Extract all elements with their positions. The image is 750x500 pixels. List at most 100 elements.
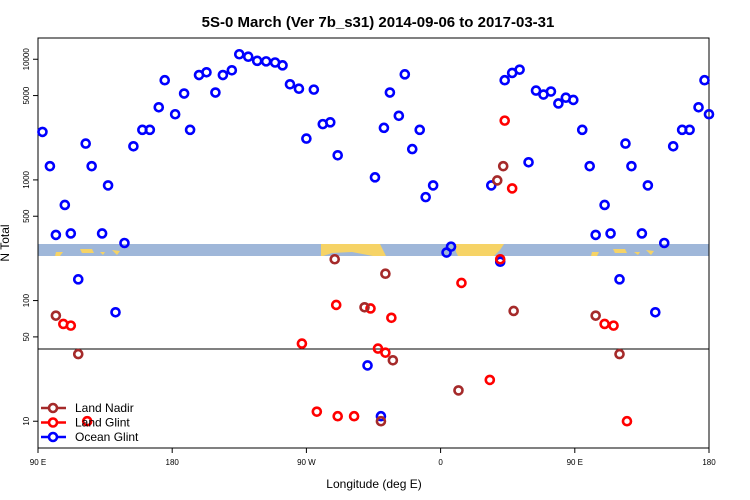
data-point [293, 83, 305, 95]
data-point [226, 64, 238, 76]
data-point [80, 138, 92, 149]
data-point [599, 199, 610, 211]
x-tick-label: 180 [702, 458, 716, 467]
data-point [599, 318, 610, 330]
data-point [453, 385, 464, 396]
data-point [568, 94, 579, 106]
series-ocean-glint [37, 48, 715, 422]
data-point [348, 410, 360, 422]
data-point [284, 78, 296, 90]
data-point [380, 268, 391, 279]
data-point [456, 277, 467, 289]
data-point [234, 48, 245, 60]
data-point [277, 60, 288, 71]
data-point [217, 69, 229, 81]
data-point [296, 338, 308, 349]
data-point [380, 347, 391, 358]
data-point [590, 229, 601, 241]
data-point [386, 312, 397, 324]
data-point [242, 51, 254, 62]
y-tick-label: 10000 [22, 48, 31, 71]
legend-label: Ocean Glint [75, 430, 139, 444]
data-point [499, 115, 511, 126]
axes: 90 E 180 90 W 0 90 E 180 10 50 100 500 1000 5000 100… [22, 48, 716, 467]
plot-frame [37, 37, 710, 449]
data-point [508, 305, 519, 317]
y-axis-label: N Total [0, 224, 12, 261]
data-point [667, 140, 679, 152]
data-point [514, 64, 525, 75]
legend-marker [47, 402, 59, 414]
data-point [184, 124, 196, 136]
y-tick-label: 50 [22, 332, 31, 341]
y-tick-label: 5000 [22, 86, 31, 104]
data-point [506, 183, 518, 194]
data-point [614, 274, 625, 285]
data-point [324, 117, 336, 128]
x-tick-label: 0 [438, 458, 443, 467]
data-point [497, 160, 509, 172]
legend-marker [47, 431, 59, 443]
data-point [420, 191, 431, 203]
data-point [699, 74, 710, 86]
legend-label: Land Nadir [75, 401, 134, 415]
data-point [251, 55, 263, 67]
data-point [330, 299, 342, 311]
data-points [37, 48, 715, 427]
data-point [369, 172, 381, 183]
legend-label: Land Glint [75, 416, 130, 430]
data-point [178, 88, 190, 99]
data-point [621, 415, 633, 427]
data-point [153, 101, 165, 113]
y-tick-label: 10 [22, 416, 31, 425]
data-point [81, 415, 93, 427]
x-tick-label: 90 E [30, 458, 46, 467]
data-point [636, 228, 648, 239]
data-point [650, 306, 661, 318]
data-point [329, 253, 341, 265]
data-point [308, 84, 320, 95]
data-point [406, 143, 418, 155]
data-point [614, 348, 625, 360]
data-point [642, 180, 654, 191]
series-land-glint [58, 115, 633, 427]
data-point [65, 320, 77, 331]
data-point [110, 306, 121, 318]
data-point [387, 354, 399, 366]
data-point [59, 199, 71, 211]
data-point [684, 124, 695, 136]
data-point [620, 138, 631, 149]
data-point [210, 87, 221, 98]
data-point [37, 126, 48, 138]
y-tick-label: 500 [22, 209, 31, 223]
data-point [50, 310, 62, 321]
series-land-nadir [50, 160, 625, 427]
data-point [102, 180, 114, 191]
data-point [375, 410, 387, 422]
data-point [545, 86, 557, 97]
map-strip [38, 244, 709, 256]
data-point [72, 274, 84, 285]
land-africa [321, 244, 386, 256]
data-point [169, 108, 181, 120]
legend-marker [47, 417, 59, 428]
x-tick-label: 90 E [567, 458, 583, 467]
data-point [605, 228, 616, 239]
data-point [608, 320, 619, 331]
data-point [96, 228, 108, 239]
data-point [427, 180, 439, 191]
data-point [372, 343, 384, 354]
data-point [86, 160, 97, 172]
data-point [365, 303, 376, 314]
chart-title: 5S-0 March (Ver 7b_s31) 2014-09-06 to 20… [202, 14, 555, 31]
data-point [375, 415, 387, 427]
data-point [445, 241, 457, 252]
data-point [332, 410, 344, 422]
x-axis-label: Longitude (deg E) [326, 477, 421, 491]
data-point [693, 101, 704, 113]
data-point [414, 124, 426, 136]
data-point [590, 310, 601, 321]
x-tick-label: 180 [166, 458, 180, 467]
data-point [485, 180, 497, 191]
